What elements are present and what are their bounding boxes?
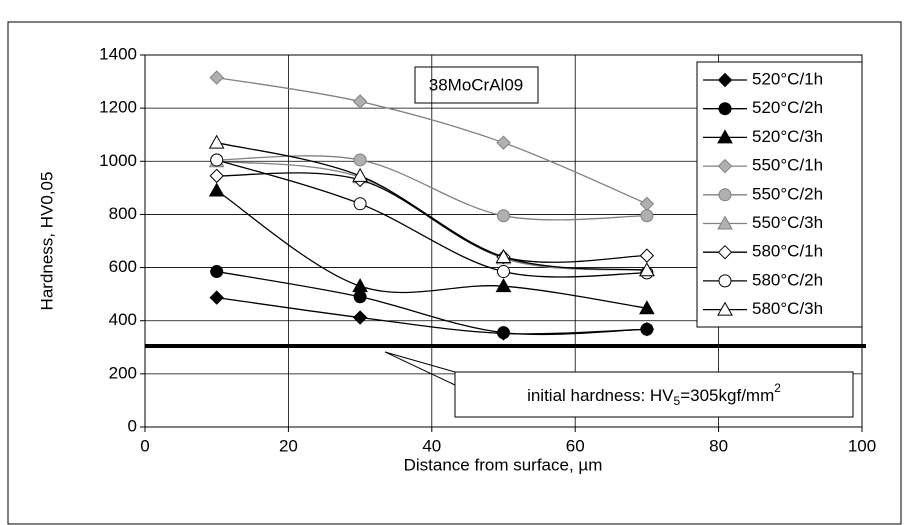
legend-marker xyxy=(718,274,732,288)
legend-marker xyxy=(717,244,733,260)
annotation: 38MoCrAl09 xyxy=(429,75,524,94)
series-line xyxy=(216,270,647,336)
y-tick-label: 800 xyxy=(109,204,137,223)
marker xyxy=(353,153,367,167)
marker xyxy=(209,290,224,305)
legend-marker xyxy=(718,102,732,116)
y-tick-label: 400 xyxy=(109,310,137,329)
reference-label-sup: 2 xyxy=(774,381,781,395)
y-axis-label: Hardness, HV0,05 xyxy=(37,172,56,311)
y-tick-label: 1200 xyxy=(99,98,137,117)
annotation-box xyxy=(414,66,539,104)
legend-label: 520°C/3h xyxy=(752,127,823,146)
legend-label: 580°C/2h xyxy=(752,270,823,289)
legend-marker xyxy=(717,301,733,316)
reference-label-text: =305kgf/mm xyxy=(680,386,774,405)
series-line xyxy=(216,155,647,221)
x-tick-label: 80 xyxy=(709,436,728,455)
reference-label-sub: 5 xyxy=(674,394,681,408)
legend-marker xyxy=(717,158,733,174)
marker xyxy=(209,70,224,85)
legend-label: 580°C/3h xyxy=(752,299,823,318)
marker xyxy=(640,209,654,223)
marker xyxy=(639,262,655,277)
marker xyxy=(352,278,368,293)
legend-label: 550°C/1h xyxy=(752,156,823,175)
legend-label: 550°C/2h xyxy=(752,184,823,203)
series-line xyxy=(216,76,648,205)
marker xyxy=(353,197,367,211)
legend-marker xyxy=(717,215,733,230)
marker xyxy=(497,265,510,279)
x-axis-label: Distance from surface, µm xyxy=(404,455,603,474)
marker xyxy=(352,310,368,325)
legend-label: 520°C/1h xyxy=(752,69,823,88)
series-line xyxy=(216,296,647,335)
marker xyxy=(210,265,224,279)
legend-marker xyxy=(717,129,733,144)
marker xyxy=(210,153,224,167)
leader-line xyxy=(384,351,456,386)
legend-marker xyxy=(717,72,733,88)
marker xyxy=(495,248,512,263)
legend-marker xyxy=(718,188,732,202)
marker xyxy=(208,182,225,197)
y-tick-label: 1400 xyxy=(99,44,137,63)
marker xyxy=(352,94,368,109)
legend-label: 520°C/2h xyxy=(752,98,823,117)
marker xyxy=(639,300,655,315)
series-line xyxy=(216,172,647,263)
y-tick-label: 1000 xyxy=(99,151,137,170)
marker xyxy=(497,209,510,223)
x-tick-label: 0 xyxy=(140,436,149,455)
marker xyxy=(496,135,511,150)
marker xyxy=(353,290,367,304)
legend-label: 550°C/3h xyxy=(752,213,823,232)
x-tick-label: 100 xyxy=(848,436,876,455)
reference-label-text: initial hardness: HV xyxy=(527,386,674,405)
marker xyxy=(352,167,368,182)
marker xyxy=(495,278,512,293)
y-tick-label: 200 xyxy=(109,363,137,382)
marker xyxy=(640,322,654,336)
reference-box xyxy=(454,371,854,418)
x-tick-label: 60 xyxy=(566,436,585,455)
series-line xyxy=(216,159,647,278)
marker xyxy=(497,326,510,340)
marker xyxy=(209,168,224,184)
y-tick-label: 600 xyxy=(109,257,137,276)
marker xyxy=(208,134,225,149)
marker xyxy=(639,248,655,263)
x-tick-label: 40 xyxy=(422,436,441,455)
series-line xyxy=(216,142,647,271)
series-line xyxy=(216,189,647,309)
y-tick-label: 0 xyxy=(128,416,137,435)
legend-label: 580°C/1h xyxy=(752,242,823,261)
reference-label: initial hardness: HV5=305kgf/mm2 xyxy=(527,381,781,408)
leader-line xyxy=(384,351,456,373)
x-tick-label: 20 xyxy=(279,436,298,455)
